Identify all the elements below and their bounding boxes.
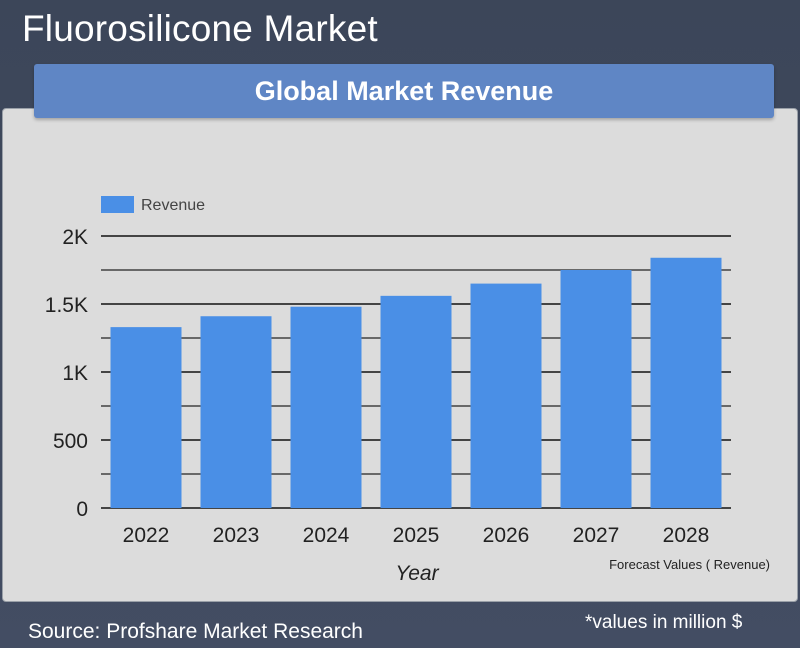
y-tick-label: 0 (76, 498, 88, 521)
chart-banner: Global Market Revenue (34, 64, 774, 118)
bar-2027 (560, 270, 632, 508)
legend-label-revenue: Revenue (141, 197, 205, 214)
forecast-annotation: Forecast Values ( Revenue) (609, 557, 770, 572)
y-tick-label: 1K (62, 362, 88, 385)
x-tick-label: 2028 (663, 524, 710, 547)
x-tick-label: 2027 (573, 524, 620, 547)
units-note: *values in million $ (585, 612, 743, 633)
bar-2028 (650, 257, 722, 508)
bar-2023 (200, 316, 272, 508)
bar-2026 (470, 283, 542, 508)
legend-swatch-revenue (101, 196, 134, 213)
bar-2024 (290, 306, 362, 508)
x-tick-label: 2025 (393, 524, 440, 547)
source-text: Source: Profshare Market Research (28, 620, 363, 643)
x-tick-label: 2022 (123, 524, 170, 547)
bar-2022 (110, 327, 182, 508)
y-tick-label: 1.5K (45, 294, 88, 317)
page-title: Fluorosilicone Market (22, 8, 378, 49)
label-layer: 0 500 1K 1.5K 2K 2022 2023 2024 2025 2026 2027 2028 (45, 226, 710, 547)
x-tick-label: 2024 (303, 524, 350, 547)
x-tick-label: 2023 (213, 524, 260, 547)
x-tick-label: 2026 (483, 524, 530, 547)
bar-2025 (380, 295, 452, 508)
legend: Revenue (101, 196, 205, 214)
y-tick-label: 2K (62, 226, 88, 249)
y-tick-label: 500 (53, 430, 88, 453)
x-axis-title: Year (395, 562, 439, 585)
bar-layer (110, 257, 722, 508)
chart-title: Global Market Revenue (254, 75, 554, 106)
